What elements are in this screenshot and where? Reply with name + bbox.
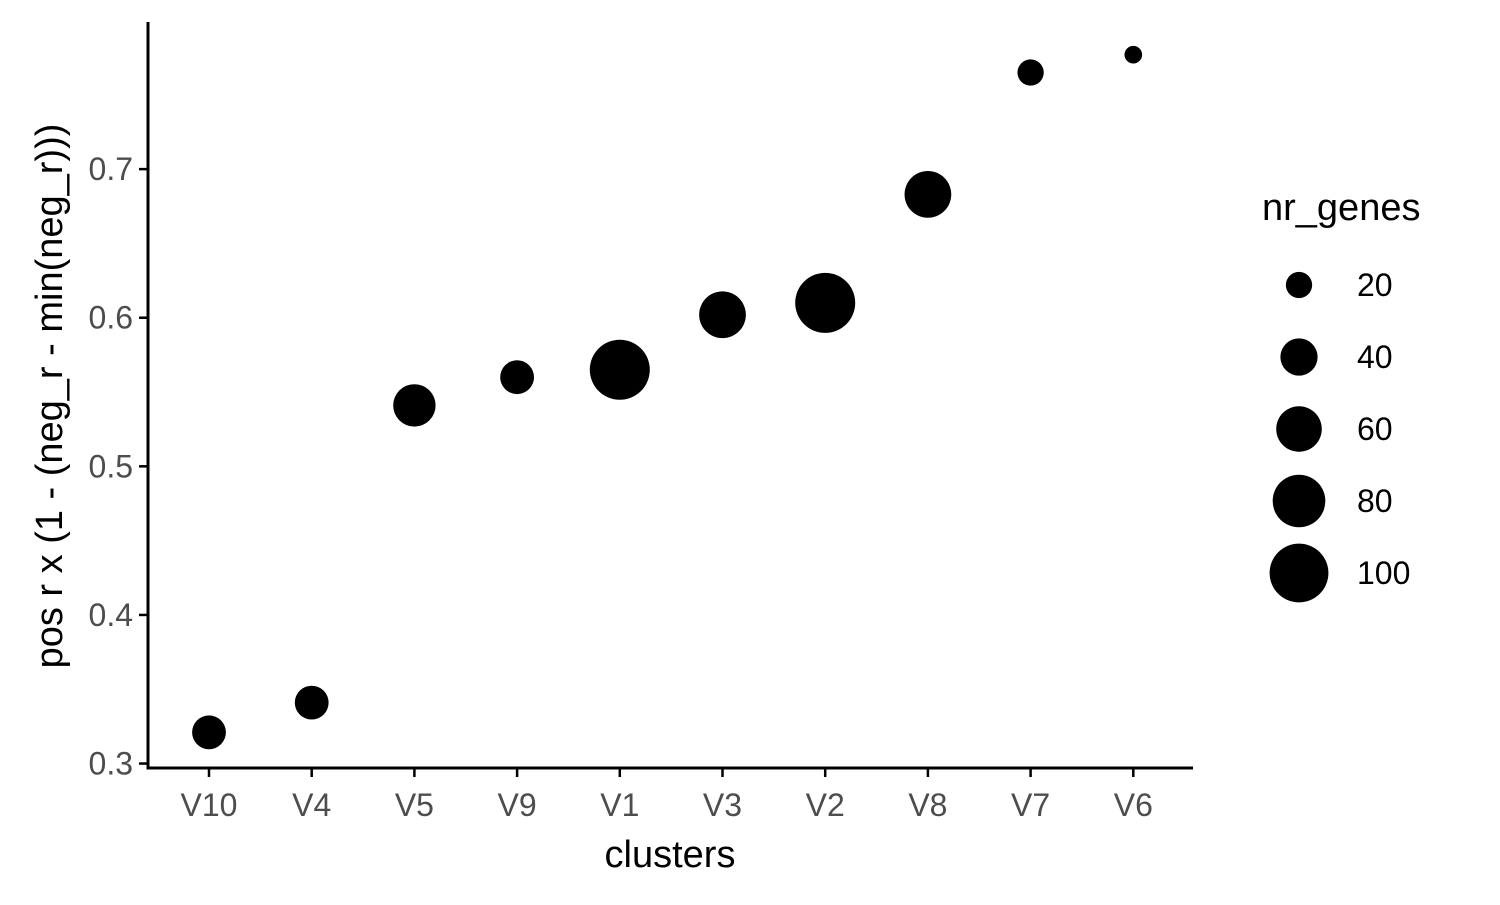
- x-tick-label: V10: [181, 787, 238, 823]
- data-point-v7: [1017, 59, 1044, 86]
- data-point-v5: [393, 384, 436, 427]
- legend-key-circle: [1280, 338, 1318, 376]
- legend-title: nr_genes: [1262, 187, 1420, 229]
- x-tick-label: V3: [703, 787, 742, 823]
- x-tick-label: V6: [1114, 787, 1153, 823]
- data-point-v8: [904, 171, 952, 218]
- y-tick-label: 0.3: [89, 746, 133, 782]
- x-tick-label: V5: [395, 787, 434, 823]
- y-tick-label: 0.7: [89, 151, 133, 187]
- legend-key-circle: [1276, 406, 1322, 452]
- y-tick-label: 0.4: [89, 597, 133, 633]
- y-ticks: 0.3 0.4 0.5 0.6 0.7: [89, 151, 148, 782]
- data-point-v1: [589, 339, 650, 400]
- legend-key-label: 100: [1357, 555, 1410, 591]
- points-layer: [192, 45, 1143, 750]
- legend-key-label: 40: [1357, 339, 1393, 375]
- y-tick-label: 0.6: [89, 300, 133, 336]
- legend-items: 20 40 60 80 100: [1269, 267, 1410, 603]
- data-point-v2: [795, 272, 856, 333]
- legend-key-circle: [1285, 271, 1313, 299]
- axes-layer: [146, 22, 1193, 770]
- x-tick-label: V7: [1011, 787, 1050, 823]
- y-tick-label: 0.5: [89, 448, 133, 484]
- legend-key-label: 80: [1357, 483, 1393, 519]
- data-point-v3: [699, 291, 746, 339]
- data-point-v4: [294, 685, 329, 720]
- legend-key-circle: [1269, 543, 1329, 603]
- x-tick-label: V9: [498, 787, 537, 823]
- x-axis-title: clusters: [605, 834, 736, 876]
- x-tick-label: V1: [600, 787, 639, 823]
- x-ticks: V10 V4 V5 V9 V1 V3 V2 V8 V7 V6: [181, 768, 1153, 823]
- x-tick-label: V8: [908, 787, 947, 823]
- legend-key-circle: [1272, 474, 1326, 528]
- legend-key-label: 60: [1357, 411, 1393, 447]
- data-point-v9: [500, 360, 534, 395]
- x-tick-label: V4: [292, 787, 331, 823]
- legend-key-label: 20: [1357, 267, 1393, 303]
- size-legend: nr_genes 20 40 60 80 100: [1262, 187, 1420, 603]
- data-point-v10: [192, 715, 226, 750]
- data-point-v6: [1124, 45, 1143, 64]
- x-tick-label: V2: [806, 787, 845, 823]
- y-axis-title: pos r x (1 - (neg_r - min(neg_r))): [29, 124, 71, 669]
